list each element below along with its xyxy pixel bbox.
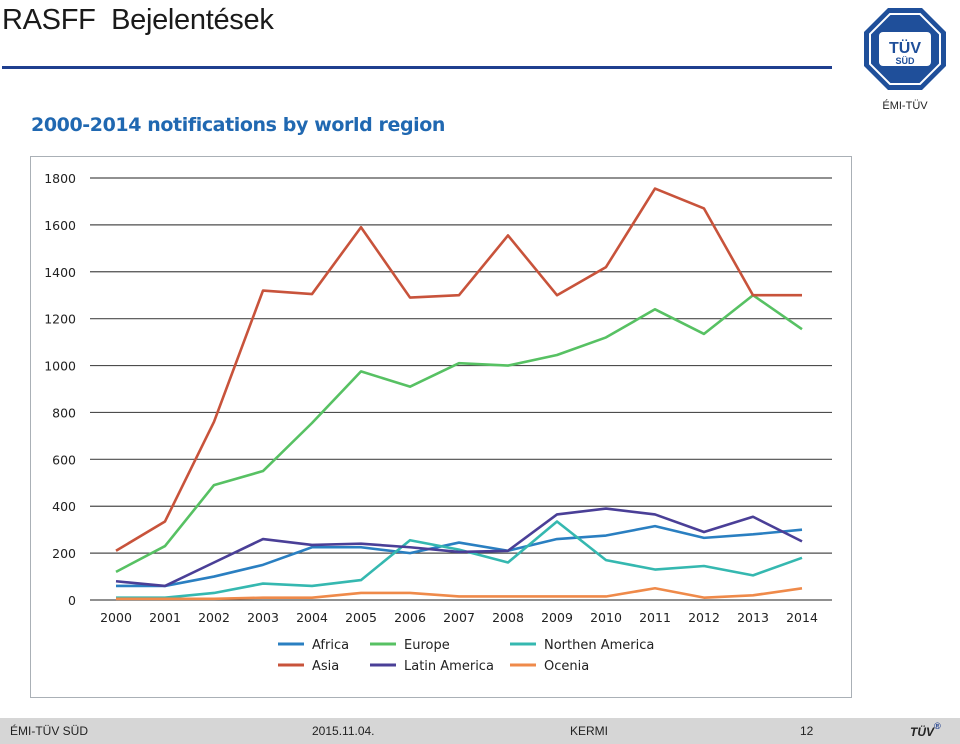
logo-caption: ÉMI-TÜV	[882, 100, 928, 112]
x-tick-label: 2010	[590, 610, 622, 625]
series-line-asia	[115, 187, 802, 552]
x-tick-label: 2013	[737, 610, 769, 625]
x-tick-label: 2002	[198, 610, 230, 625]
logo-text-bottom: SÜD	[895, 56, 915, 66]
footer-page-number: 12	[800, 724, 814, 738]
legend-label: Ocenia	[544, 659, 589, 674]
registered-mark: ®	[934, 721, 941, 731]
y-tick-label: 600	[52, 452, 76, 467]
chart-frame	[30, 156, 852, 698]
y-tick-label: 1800	[44, 171, 76, 186]
x-tick-label: 2004	[296, 610, 328, 625]
y-tick-label: 1400	[44, 265, 76, 280]
y-tick-label: 1600	[44, 218, 76, 233]
legend-label: Northen America	[544, 638, 654, 653]
legend-label: Europe	[404, 638, 450, 653]
x-tick-label: 2005	[345, 610, 377, 625]
x-tick-label: 2011	[639, 610, 671, 625]
y-tick-label: 1000	[44, 359, 76, 374]
chart-title: 2000-2014 notifications by world region	[31, 114, 446, 136]
x-tick-label: 2008	[492, 610, 524, 625]
series-line-africa	[116, 524, 803, 588]
x-tick-label: 2009	[541, 610, 573, 625]
legend-label: Africa	[312, 638, 349, 653]
series-line-ocenia	[116, 586, 803, 601]
logo-text-top: TÜV	[889, 38, 921, 57]
title-divider	[2, 66, 832, 69]
footer-organization: ÉMI-TÜV SÜD	[10, 724, 88, 738]
y-tick-label: 0	[68, 593, 76, 608]
y-tick-label: 800	[52, 405, 76, 420]
footer-bar: ÉMI-TÜV SÜD 2015.11.04. KERMI 12 TÜV®	[0, 718, 960, 744]
series-line-europe	[115, 293, 803, 574]
x-tick-label: 2006	[394, 610, 426, 625]
y-tick-label: 200	[52, 546, 76, 561]
series-line-northen-america	[116, 520, 803, 599]
legend-label: Latin America	[404, 659, 494, 674]
x-tick-label: 2001	[149, 610, 181, 625]
x-tick-label: 2000	[100, 610, 132, 625]
x-tick-label: 2007	[443, 610, 475, 625]
series-line-latin-america	[115, 507, 803, 588]
x-tick-label: 2012	[688, 610, 720, 625]
x-tick-label: 2003	[247, 610, 279, 625]
y-tick-label: 400	[52, 499, 76, 514]
tuv-logo: TÜV SÜD	[864, 8, 946, 90]
footer-date: 2015.11.04.	[312, 724, 375, 738]
footer-brand-text: TÜV	[910, 725, 934, 739]
footer-brand-logo: TÜV®	[910, 720, 941, 741]
slide-title: RASFF Bejelentések	[2, 4, 274, 36]
x-tick-label: 2014	[786, 610, 818, 625]
footer-author: KERMI	[570, 724, 609, 738]
legend-label: Asia	[312, 659, 339, 674]
y-tick-label: 1200	[44, 312, 76, 327]
